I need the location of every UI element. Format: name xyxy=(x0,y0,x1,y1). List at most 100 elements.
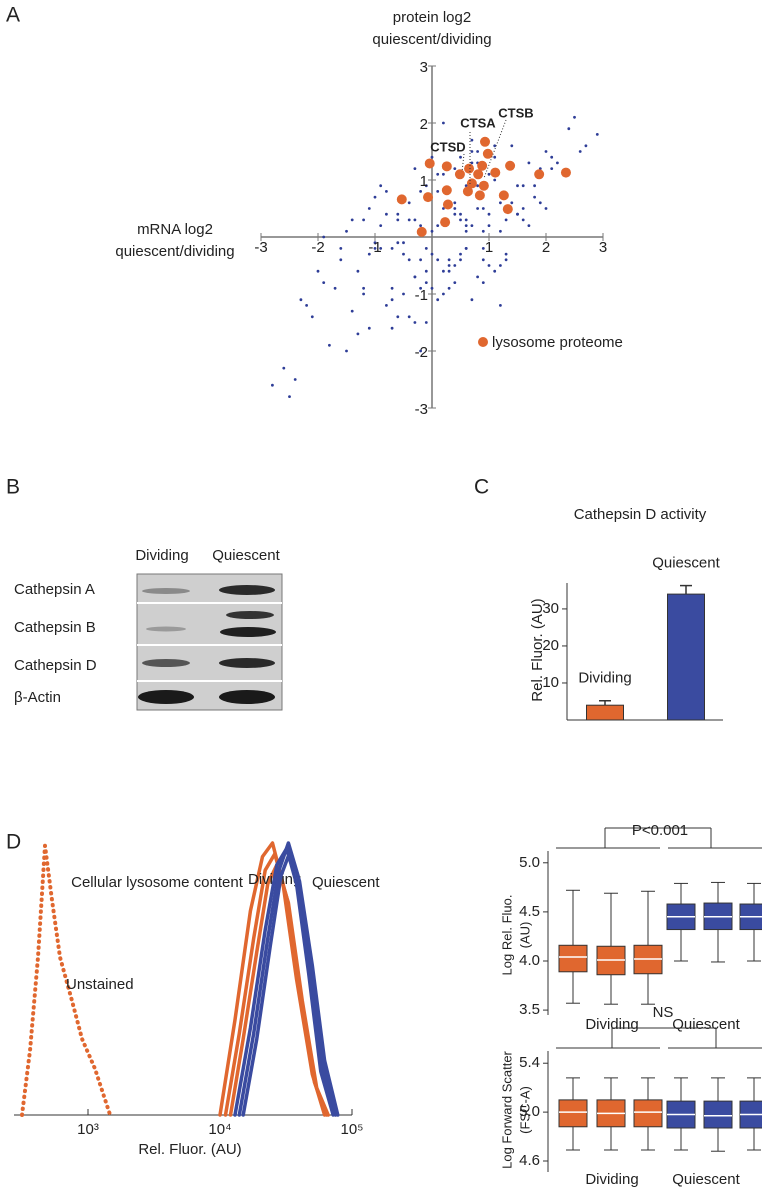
blot-row-label: Cathepsin B xyxy=(14,619,96,636)
lysosome-point xyxy=(478,180,489,191)
protein-point xyxy=(407,258,411,262)
protein-point xyxy=(442,269,445,273)
panel-label: A xyxy=(6,4,20,27)
protein-point xyxy=(424,321,428,324)
bar-category-label: Dividing xyxy=(578,670,631,687)
protein-point xyxy=(339,247,343,250)
blot-membrane xyxy=(136,573,283,711)
protein-point xyxy=(476,207,479,210)
protein-point xyxy=(390,247,394,250)
protein-point xyxy=(367,207,371,210)
y-tick-label: 30 xyxy=(542,600,559,617)
protein-point xyxy=(527,161,531,165)
protein-point xyxy=(379,224,383,228)
annotation-leader xyxy=(461,153,465,173)
blot-band xyxy=(219,690,275,704)
blot-column-label: Quiescent xyxy=(212,547,280,564)
blot-row-label: β-Actin xyxy=(14,689,61,706)
y-tick-label: 5.0 xyxy=(519,854,540,871)
protein-point xyxy=(413,218,417,222)
protein-point xyxy=(453,201,457,205)
protein-point xyxy=(385,212,388,216)
group-label: Quiescent xyxy=(672,1171,740,1188)
protein-point xyxy=(538,201,542,205)
group-label: Dividing xyxy=(585,1016,638,1033)
protein-point xyxy=(481,247,485,250)
protein-point xyxy=(424,184,428,188)
histogram-curve xyxy=(237,841,338,1117)
lysosome-point xyxy=(423,192,434,203)
x-tick-label: 1 xyxy=(485,239,493,256)
y-tick-label: 5.4 xyxy=(519,1054,540,1071)
significance-label: NS xyxy=(653,1004,674,1021)
protein-point xyxy=(550,155,554,159)
legend-label: lysosome proteome xyxy=(492,334,623,351)
protein-point xyxy=(481,207,485,210)
annotation: CTSD xyxy=(430,139,465,154)
protein-point xyxy=(356,269,360,273)
protein-point xyxy=(385,304,388,307)
series-label: Unstained xyxy=(66,976,134,993)
protein-point xyxy=(362,286,365,290)
protein-point xyxy=(521,184,525,188)
protein-point xyxy=(481,229,485,233)
protein-point xyxy=(464,184,468,188)
blot-row-label: Cathepsin A xyxy=(14,581,95,598)
protein-point xyxy=(470,161,474,165)
protein-point xyxy=(350,218,354,222)
protein-point xyxy=(436,172,440,176)
protein-point xyxy=(402,252,405,256)
protein-point xyxy=(379,184,383,188)
protein-point xyxy=(424,269,428,273)
y-tick-label: 5.0 xyxy=(519,1103,540,1120)
lysosome-point xyxy=(490,167,501,178)
protein-point xyxy=(282,366,286,370)
protein-point xyxy=(476,150,479,153)
blot-column-label: Dividing xyxy=(135,547,188,564)
y-tick-label: 10 xyxy=(542,674,559,691)
x-tick-label: -1 xyxy=(368,239,381,256)
protein-point xyxy=(493,269,497,273)
protein-point xyxy=(459,212,462,216)
lysosome-point xyxy=(442,199,453,210)
lysosome-point xyxy=(474,190,485,201)
lysosome-point xyxy=(396,194,407,205)
lysosome-point xyxy=(440,217,451,228)
y-axis-title: Log Forward Scatter xyxy=(499,1050,514,1168)
protein-point xyxy=(442,292,445,296)
blot-band xyxy=(226,611,274,619)
x-tick-label: 3 xyxy=(599,239,607,256)
protein-point xyxy=(476,184,479,188)
protein-point xyxy=(430,155,434,159)
x-tick-label: 10⁴ xyxy=(208,1121,231,1138)
blot-band xyxy=(219,585,275,595)
protein-point xyxy=(453,212,457,216)
blot-row-label: Cathepsin D xyxy=(14,657,97,674)
protein-point xyxy=(407,201,411,205)
protein-point xyxy=(396,315,400,319)
protein-point xyxy=(407,315,411,319)
x-axis-title: Rel. Fluor. (AU) xyxy=(138,1141,241,1158)
y-tick-label: -2 xyxy=(415,344,428,361)
panel-label: D xyxy=(6,831,21,854)
protein-point xyxy=(499,264,502,267)
protein-point xyxy=(367,326,371,330)
lysosome-point xyxy=(473,169,484,180)
protein-point xyxy=(533,195,536,199)
x-tick-label: 10⁵ xyxy=(341,1121,364,1138)
blot-band xyxy=(219,658,275,668)
protein-point xyxy=(459,258,462,262)
lysosome-point xyxy=(462,186,473,197)
protein-point xyxy=(459,155,462,159)
protein-point xyxy=(385,190,388,193)
protein-point xyxy=(510,201,514,205)
protein-point xyxy=(550,167,554,171)
protein-point xyxy=(510,144,514,148)
panel-label: B xyxy=(6,476,20,499)
protein-point xyxy=(402,241,405,245)
protein-point xyxy=(436,190,440,193)
protein-point xyxy=(367,252,371,256)
protein-point xyxy=(567,127,571,131)
protein-point xyxy=(373,247,377,250)
